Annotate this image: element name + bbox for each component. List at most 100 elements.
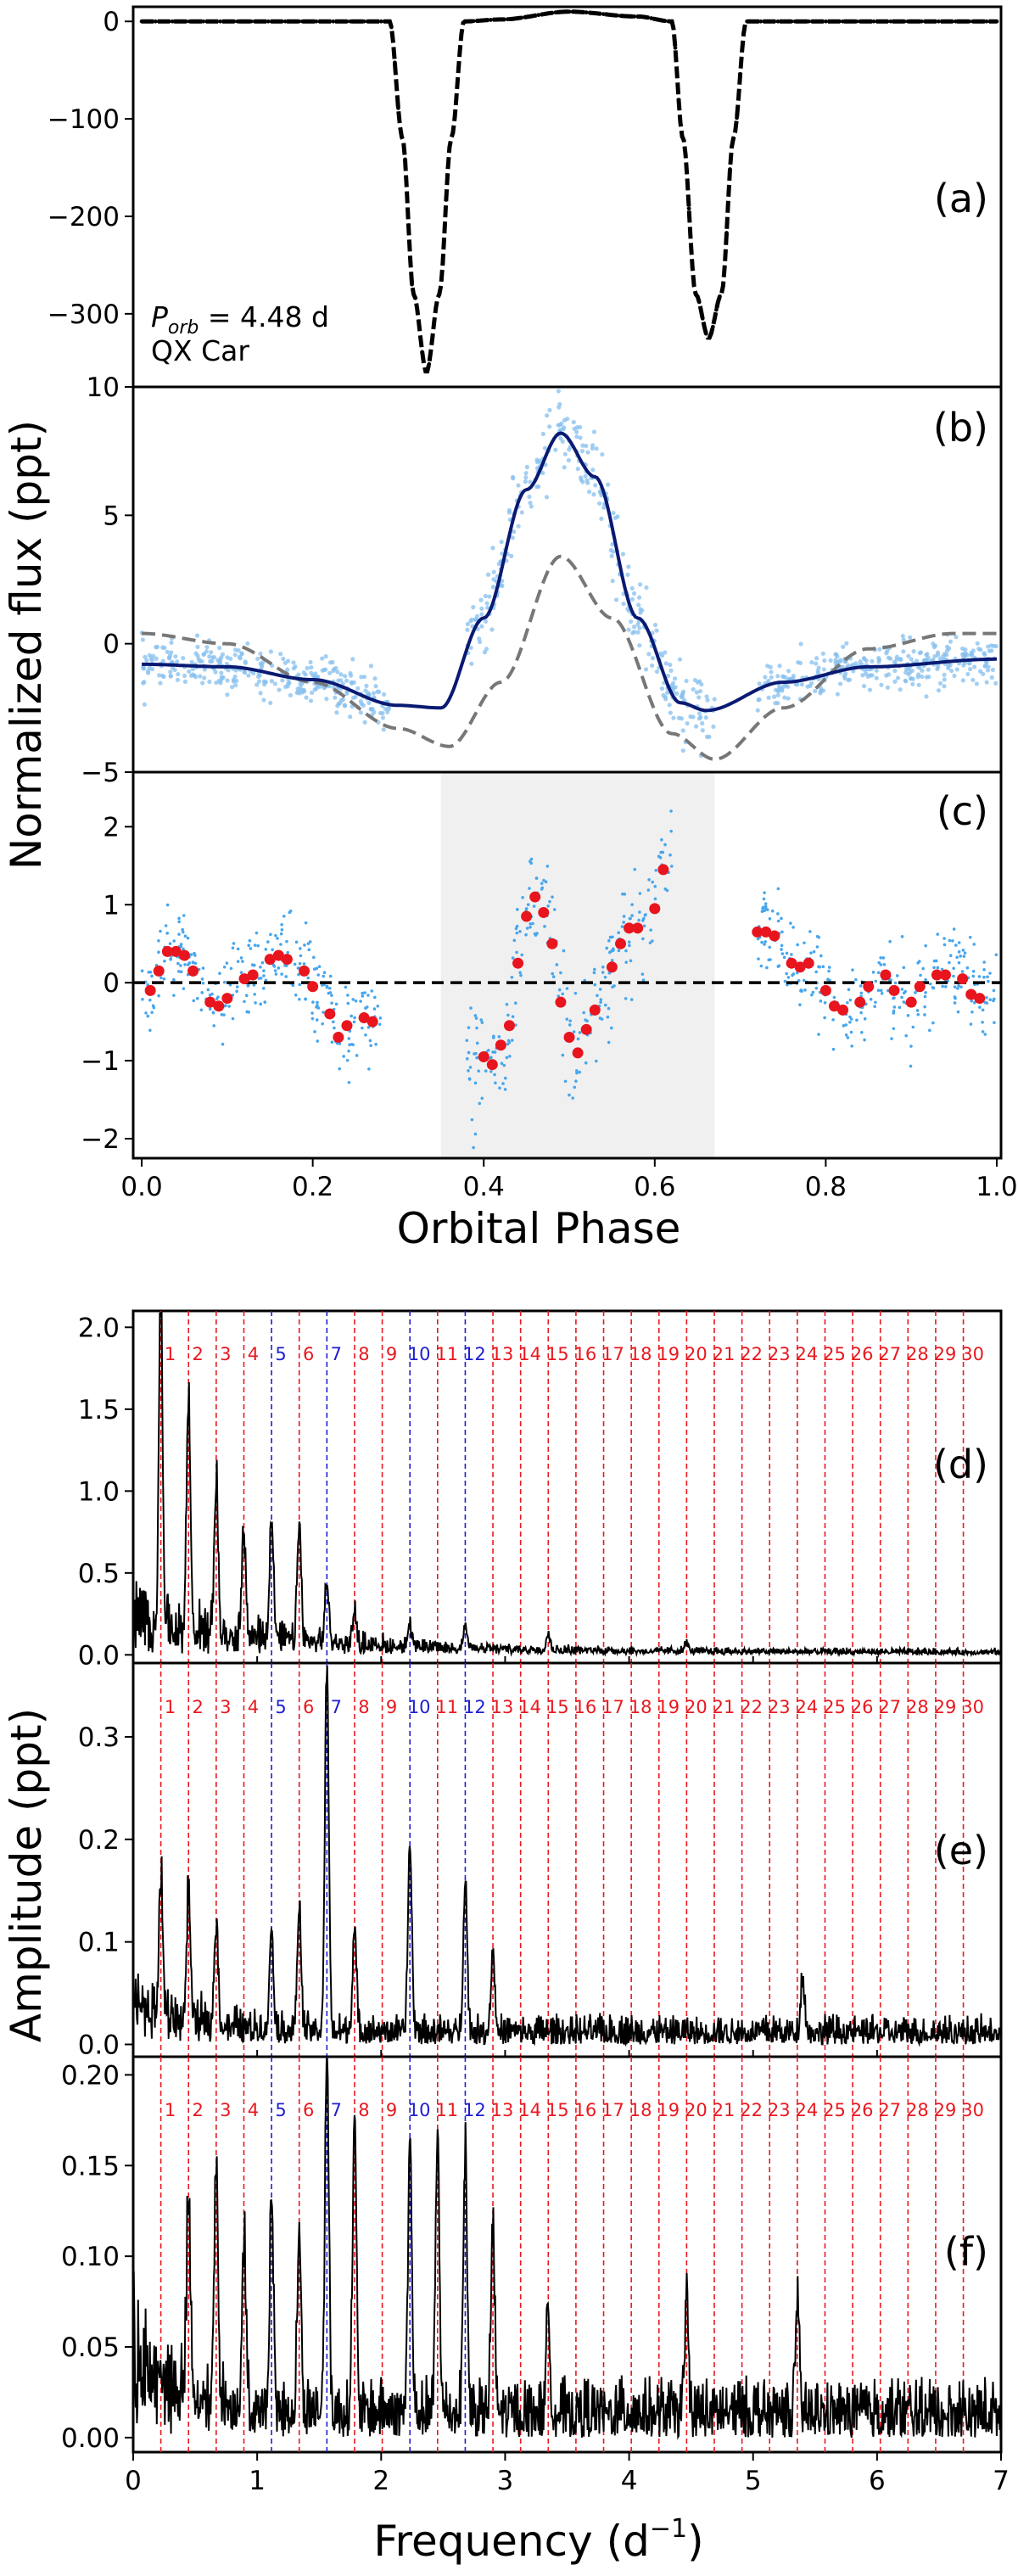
residual-point — [187, 961, 192, 965]
residual-point — [168, 942, 172, 945]
residual-point — [765, 966, 769, 970]
xtick-label: 0.0 — [120, 1172, 162, 1202]
light-curve-point — [960, 19, 965, 24]
flux-point — [841, 644, 846, 649]
residual-point — [328, 974, 333, 978]
harmonic-label: 12 — [463, 2100, 486, 2120]
light-curve-point — [358, 19, 363, 24]
residual-point — [863, 1016, 867, 1021]
flux-point — [263, 680, 268, 685]
residual-point — [192, 999, 196, 1003]
harmonic-label: 3 — [220, 1344, 231, 1364]
residual-point — [571, 1096, 574, 1100]
light-curve-point — [731, 136, 736, 141]
residual-point — [890, 1037, 893, 1040]
residual-point — [515, 924, 519, 928]
light-curve-point — [372, 19, 377, 24]
flux-point — [297, 691, 302, 696]
harmonic-label: 13 — [491, 2100, 514, 2120]
residual-point — [514, 1023, 517, 1027]
flux-point — [333, 695, 338, 700]
residual-point — [815, 945, 819, 949]
flux-point — [797, 660, 803, 666]
flux-point — [368, 707, 373, 712]
flux-point — [309, 665, 314, 670]
flux-point — [316, 674, 321, 680]
light-curve-point — [156, 19, 161, 24]
flux-point — [320, 668, 325, 673]
harmonic-label: 19 — [657, 2100, 680, 2120]
light-curve-point — [211, 19, 216, 24]
light-curve-point — [604, 12, 609, 17]
residual-point — [893, 981, 898, 985]
ytick-label: −2 — [81, 1124, 120, 1155]
flux-point — [468, 619, 473, 624]
residual-point — [369, 1044, 372, 1048]
light-curve-point — [300, 19, 305, 24]
residual-point — [298, 947, 302, 950]
flux-point — [317, 684, 322, 690]
residual-point — [968, 935, 972, 939]
binned-point — [888, 984, 900, 996]
flux-point — [362, 720, 367, 725]
flux-point — [820, 651, 825, 656]
flux-point — [942, 677, 947, 682]
residual-point — [844, 1033, 848, 1037]
flux-point — [819, 688, 824, 693]
flux-point — [989, 648, 994, 653]
flux-point — [586, 489, 592, 495]
flux-point — [246, 673, 251, 678]
residual-point — [948, 960, 951, 965]
flux-point — [479, 612, 484, 617]
flux-point — [868, 673, 873, 678]
flux-point — [557, 401, 562, 407]
flux-point — [846, 677, 851, 683]
flux-point — [937, 680, 943, 686]
residual-point — [347, 1037, 351, 1040]
flux-point — [638, 607, 643, 612]
residual-point — [334, 1002, 338, 1006]
model-curve — [142, 554, 997, 761]
flux-point — [566, 457, 572, 463]
flux-point — [894, 657, 899, 662]
residual-point — [992, 988, 996, 993]
residual-point — [610, 1026, 613, 1030]
flux-point — [591, 492, 596, 497]
light-curve-point — [334, 19, 339, 24]
flux-point — [853, 661, 859, 666]
residual-point — [919, 973, 922, 977]
flux-point — [142, 702, 147, 707]
residual-point — [277, 966, 281, 970]
residual-point — [876, 988, 881, 992]
harmonic-label: 11 — [435, 2100, 458, 2120]
residual-point — [218, 972, 221, 975]
residual-point — [502, 1063, 506, 1067]
light-curve-point — [317, 19, 322, 24]
flux-point — [272, 681, 277, 686]
flux-point — [874, 675, 879, 680]
flux-point — [608, 547, 613, 552]
harmonic-label: 1 — [165, 1344, 176, 1364]
residual-point — [952, 966, 955, 971]
xtick-label: 0 — [125, 2466, 142, 2496]
flux-point — [338, 678, 344, 683]
residual-point — [374, 1042, 378, 1046]
residual-point — [575, 1071, 579, 1075]
xlabel-orbital-phase: Orbital Phase — [397, 1204, 681, 1253]
flux-point — [920, 674, 925, 680]
residual-point — [529, 922, 533, 926]
harmonic-label: 5 — [275, 1344, 286, 1364]
light-curve-point — [964, 19, 969, 24]
residual-point — [467, 1026, 471, 1029]
residual-point — [333, 1026, 336, 1030]
flux-point — [981, 671, 986, 676]
residual-point — [879, 955, 882, 960]
residual-point — [529, 857, 534, 861]
residual-point — [512, 938, 517, 943]
harmonic-label: 6 — [303, 1344, 314, 1364]
flux-point — [874, 668, 879, 673]
flux-point — [327, 670, 333, 675]
flux-point — [926, 675, 931, 680]
residual-point — [484, 1069, 488, 1073]
residual-point — [791, 926, 795, 929]
